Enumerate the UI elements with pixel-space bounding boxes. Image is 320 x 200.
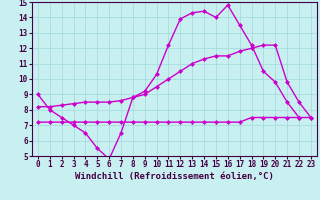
X-axis label: Windchill (Refroidissement éolien,°C): Windchill (Refroidissement éolien,°C) [75, 172, 274, 181]
